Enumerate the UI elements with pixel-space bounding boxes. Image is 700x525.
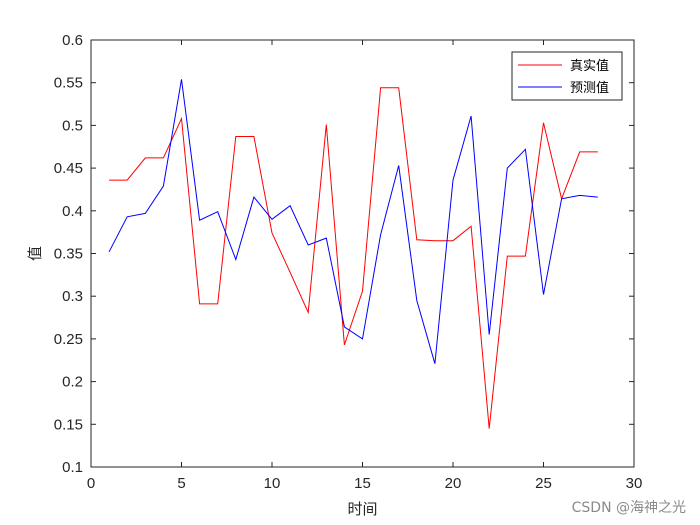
y-axis: 0.1 0.15 0.2 0.25 0.3 0.35 0.4 0.45 0.5 0.55 0.6: [54, 32, 634, 476]
series-line-1: [109, 87, 598, 429]
y-tick-label: 0.25: [54, 331, 83, 348]
y-tick-label: 0.3: [62, 288, 83, 305]
x-axis-label: 时间: [347, 500, 377, 518]
x-tick-label: 5: [177, 475, 185, 492]
x-tick-label: 0: [87, 475, 95, 492]
y-tick-label: 0.35: [54, 246, 83, 263]
y-tick-label: 0.6: [62, 32, 83, 49]
x-tick-label: 15: [354, 475, 371, 492]
plot-area-frame: [90, 39, 635, 468]
x-tick-label: 25: [535, 475, 552, 492]
plot-lines: [108, 79, 598, 429]
legend-label: 预测值: [570, 80, 609, 96]
x-axis: 0 5 10 15 20 25 30: [87, 40, 643, 492]
y-tick-label: 0.2: [62, 374, 83, 391]
legend-box: [511, 51, 623, 101]
y-tick-label: 0.15: [54, 416, 83, 433]
y-tick-label: 0.5: [62, 117, 83, 134]
watermark: CSDN @海神之光: [571, 500, 686, 516]
y-axis-label: 值: [26, 246, 44, 261]
x-tick-label: 30: [626, 475, 643, 492]
y-tick-label: 0.45: [54, 160, 83, 177]
y-tick-label: 0.1: [62, 459, 83, 476]
y-tick-label: 0.55: [54, 75, 83, 92]
y-tick-label: 0.4: [62, 203, 83, 220]
legend-label: 真实值: [570, 58, 609, 74]
series-line-2: [108, 79, 598, 364]
x-tick-label: 10: [264, 475, 281, 492]
x-tick-label: 20: [445, 475, 462, 492]
